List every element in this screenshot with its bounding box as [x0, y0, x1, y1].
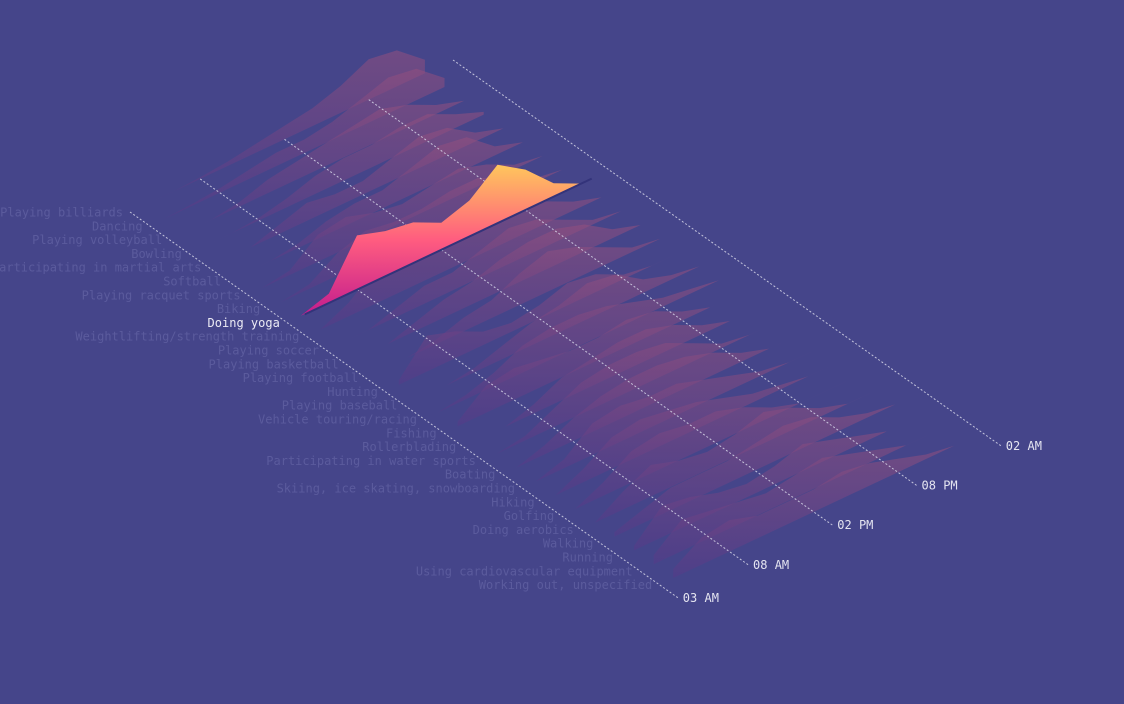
activity-label: Dancing: [92, 219, 143, 233]
ridge: [242, 137, 523, 275]
activity-label: Hunting: [327, 385, 378, 399]
time-tick-label: 02 PM: [837, 518, 873, 532]
activity-label: Doing aerobics: [473, 523, 574, 537]
activity-label: Participating in water sports: [266, 454, 476, 468]
ridge: [673, 445, 955, 578]
activity-label: Doing yoga: [208, 316, 280, 330]
activity-label: Softball: [163, 275, 221, 289]
activity-label: Skiing, ice skating, snowboarding: [277, 482, 515, 496]
activity-label: Playing volleyball: [32, 233, 162, 247]
activity-label: Vehicle touring/racing: [258, 413, 417, 427]
activity-label: Walking: [543, 537, 594, 551]
time-tick-label: 03 AM: [683, 591, 719, 605]
time-axis: 03 AM 08 AM 02 PM 08 PM 02 AM: [129, 59, 1042, 605]
ridge: [438, 280, 719, 413]
activity-label: Using cardiovascular equipment: [416, 564, 633, 578]
time-tick-label: 02 AM: [1006, 439, 1042, 453]
ridge: [163, 68, 445, 220]
activity-label: Playing baseball: [282, 399, 398, 413]
activity-label: Bowling: [131, 247, 182, 261]
activity-label: Fishing: [386, 426, 437, 440]
ridge-highlight: [300, 164, 582, 316]
activity-label: Weightlifting/strength training: [75, 330, 299, 344]
activity-label: Running: [562, 551, 613, 565]
ridges: [144, 50, 955, 578]
ridge: [183, 100, 465, 233]
activity-label: Rollerblading: [362, 440, 456, 454]
activity-label: Participating in martial arts: [0, 261, 201, 275]
time-tick-label: 08 AM: [753, 558, 789, 572]
activity-label: Playing football: [243, 371, 359, 385]
ridge: [144, 50, 425, 206]
activity-label: Hiking: [491, 495, 534, 509]
ridge: [379, 238, 661, 371]
activity-label: Playing racquet sports: [82, 288, 241, 302]
activity-label: Playing basketball: [209, 357, 339, 371]
highlight-ridge: [300, 164, 593, 316]
activity-label: Playing billiards: [0, 206, 123, 220]
activity-label: Golfing: [504, 509, 555, 523]
activity-label: Boating: [445, 468, 496, 482]
time-tick-label: 08 PM: [922, 479, 958, 493]
ridge: [320, 197, 602, 330]
activity-label: Biking: [217, 302, 260, 316]
activity-label: Playing soccer: [218, 344, 319, 358]
ridge-baseline: [304, 177, 593, 316]
ridge: [477, 307, 759, 440]
activity-label: Working out, unspecified: [479, 578, 652, 592]
